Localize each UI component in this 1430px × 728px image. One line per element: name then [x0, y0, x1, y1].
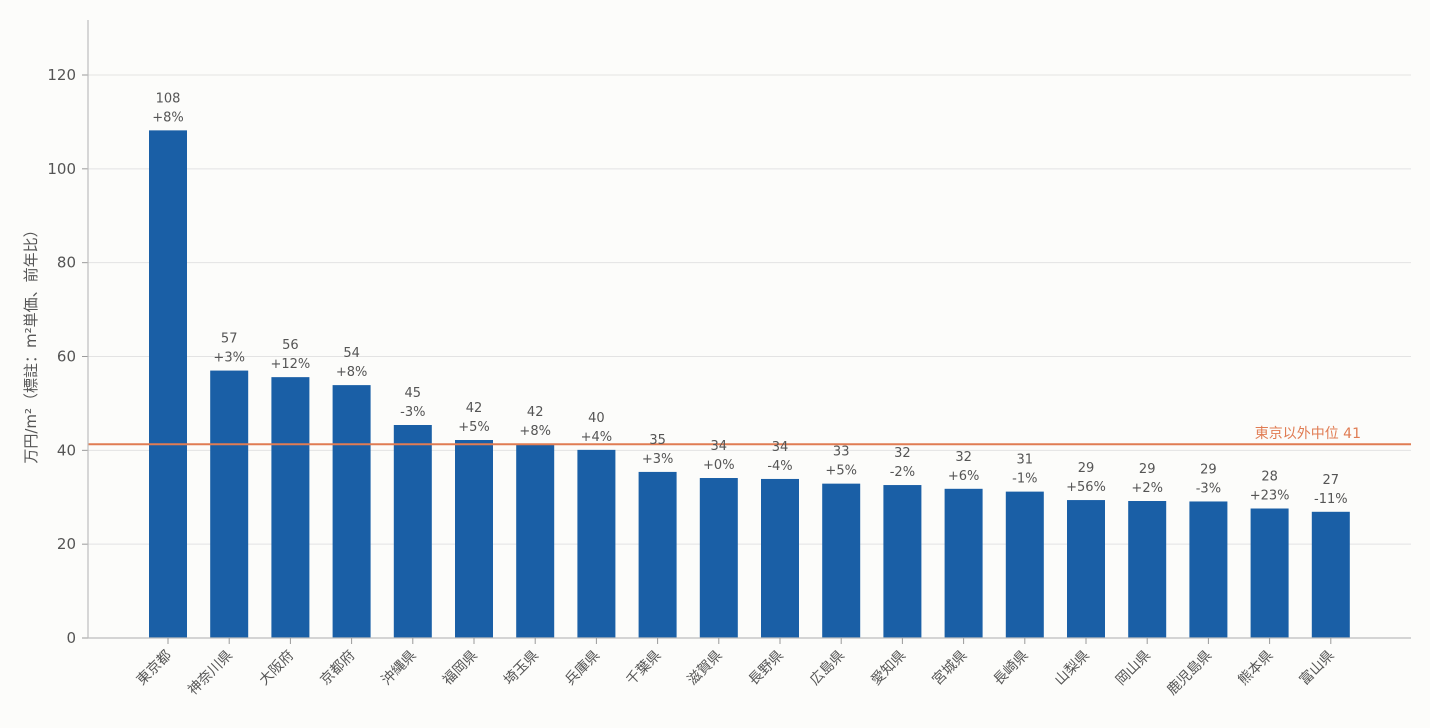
reference-line-label: 東京以外中位 41: [1255, 426, 1361, 442]
x-tick-label: 宮城県: [929, 648, 970, 689]
bar-change-label: -2%: [890, 465, 915, 480]
bar-value-label: 29: [1078, 461, 1095, 476]
x-tick-label: 滋賀県: [685, 648, 726, 689]
x-tick-label: 沖縄県: [379, 648, 420, 689]
bar-change-label: -3%: [1196, 481, 1221, 496]
x-tick-label: 鹿児島県: [1164, 647, 1216, 699]
bar-change-label: -11%: [1314, 492, 1348, 507]
bars: [149, 130, 1350, 638]
bar-change-label: +12%: [271, 357, 311, 372]
bar: [455, 440, 493, 638]
bar-value-label: 45: [405, 386, 422, 401]
bar-value-label: 34: [711, 439, 728, 454]
y-tick-label: 0: [66, 629, 76, 647]
bar-change-label: -1%: [1012, 472, 1037, 487]
bar: [332, 385, 371, 638]
x-tick-label: 神奈川県: [185, 648, 236, 699]
bar-value-label: 42: [466, 401, 483, 416]
y-tick-label: 120: [47, 66, 76, 84]
bar-change-label: +3%: [213, 351, 245, 366]
bar: [944, 488, 983, 638]
bar: [516, 443, 555, 638]
bar-change-label: +3%: [642, 452, 674, 467]
x-tick-label: 山梨県: [1052, 648, 1093, 689]
bar-value-label: 54: [343, 346, 360, 361]
bar-change-label: +8%: [519, 424, 551, 439]
bar: [1067, 500, 1105, 638]
x-tick-label: 富山県: [1296, 647, 1338, 689]
bar-change-label: +23%: [1250, 489, 1290, 504]
bar-change-label: +8%: [152, 110, 184, 125]
x-tick-label: 熊本県: [1235, 648, 1276, 689]
bar-change-label: +5%: [458, 420, 490, 435]
bar-change-label: +5%: [825, 464, 857, 479]
bar-change-label: -3%: [400, 405, 425, 420]
bar: [699, 478, 738, 638]
bar-change-label: +6%: [948, 469, 980, 484]
bar-change-label: +2%: [1131, 481, 1163, 496]
bar-value-label: 32: [894, 446, 911, 461]
x-tick-label: 京都府: [317, 648, 358, 689]
bar: [577, 449, 616, 638]
bar: [1005, 491, 1044, 638]
y-axis-label: 万円/m²（標註：m²単価、前年比）: [22, 222, 40, 463]
bar: [822, 483, 861, 638]
bar: [1311, 511, 1350, 638]
x-tick-label: 兵庫県: [562, 647, 604, 689]
x-tick-label: 愛知県: [868, 647, 910, 689]
bar-change-label: -4%: [767, 459, 792, 474]
x-tick-label: 岡山県: [1113, 648, 1154, 689]
bar-value-label: 32: [955, 450, 972, 465]
bar-change-label: +8%: [336, 365, 368, 380]
bar: [271, 377, 310, 638]
bar: [1250, 508, 1289, 638]
x-tick-label: 埼玉県: [501, 648, 542, 689]
bar-value-label: 27: [1323, 473, 1340, 488]
bar-change-label: +4%: [581, 430, 613, 445]
bar: [210, 370, 249, 638]
y-tick-label: 80: [57, 254, 76, 272]
y-tick-label: 20: [57, 535, 76, 553]
bar-value-label: 34: [772, 440, 789, 455]
bar-value-label: 35: [649, 433, 666, 448]
y-tick-label: 100: [47, 160, 76, 178]
bar: [638, 471, 677, 638]
bar-change-label: +56%: [1066, 480, 1106, 495]
bar-value-label: 42: [527, 405, 544, 420]
bar-value-label: 108: [156, 91, 181, 106]
bar: [1128, 501, 1167, 638]
x-tick-label: 長崎県: [991, 648, 1032, 689]
bar-value-label: 56: [282, 338, 299, 353]
bar-value-label: 57: [221, 332, 238, 347]
bar: [761, 478, 799, 638]
x-tick-label: 大阪府: [256, 648, 297, 689]
x-tick-label: 広島県: [807, 648, 848, 689]
bar-value-label: 28: [1261, 470, 1278, 485]
bar-value-label: 29: [1200, 462, 1217, 477]
x-tick-label: 東京都: [134, 648, 175, 689]
x-tick-label: 福岡県: [440, 648, 481, 689]
y-tick-label: 60: [57, 348, 76, 366]
bar-labels: +8% 108 +3% 57 +12% 56 +8% 54 -3% 45 +5% 42 +8% 42 +4%…: [152, 91, 1347, 506]
reference-line-group: 東京以外中位 41: [88, 426, 1411, 446]
bar-value-label: 31: [1017, 453, 1034, 468]
x-tick-label: 長野県: [746, 648, 787, 689]
y-tick-label: 40: [57, 441, 76, 459]
bar: [1189, 501, 1228, 638]
bar-value-label: 29: [1139, 462, 1156, 477]
bar: [393, 424, 432, 638]
x-tick-label: 千葉県: [623, 648, 664, 689]
bar-value-label: 40: [588, 411, 605, 426]
bar-change-label: +0%: [703, 458, 735, 473]
bar: [883, 485, 922, 638]
bar-value-label: 33: [833, 445, 850, 460]
bar: [149, 130, 187, 638]
